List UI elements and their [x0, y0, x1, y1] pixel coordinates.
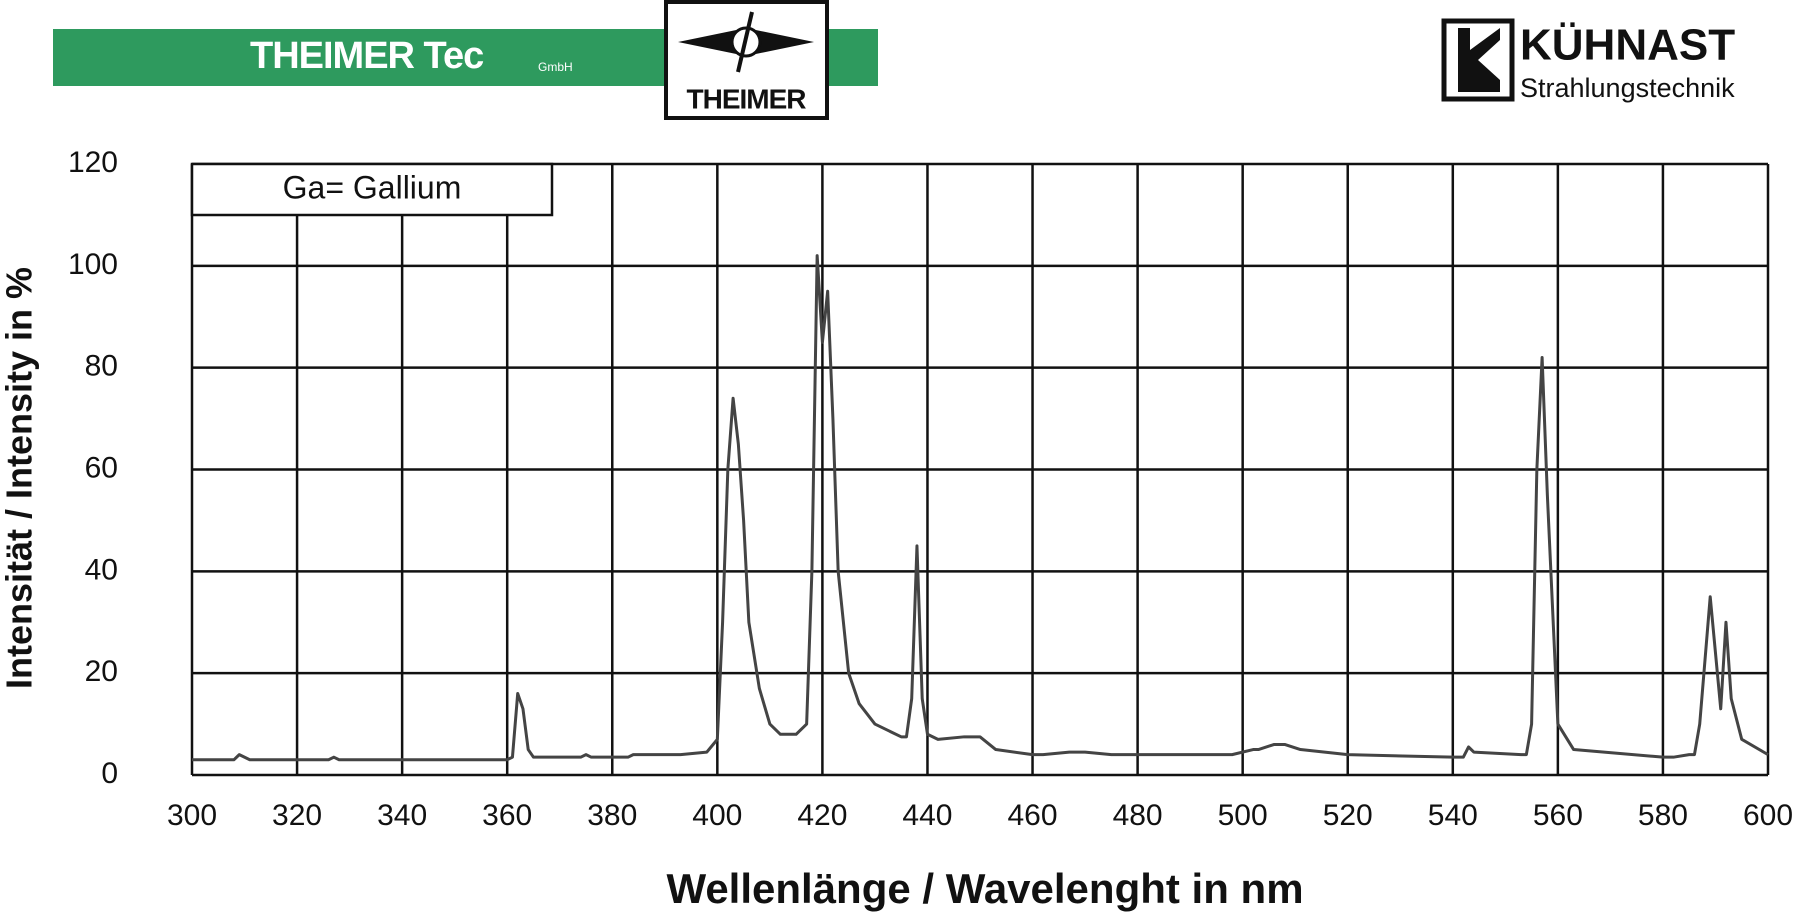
y-tick-label: 60 [85, 451, 118, 484]
x-tick-label: 420 [797, 799, 847, 832]
x-tick-label: 440 [902, 799, 952, 832]
y-tick-label: 120 [68, 146, 118, 179]
x-tick-label: 520 [1323, 799, 1373, 832]
y-tick-label: 100 [68, 248, 118, 281]
x-tick-label: 540 [1428, 799, 1478, 832]
partner-emblem [1458, 28, 1500, 92]
brand: THEIMER Tec [250, 35, 484, 77]
partner-subtitle: Strahlungstechnik [1520, 73, 1735, 103]
logo-emblem [678, 11, 814, 73]
x-tick-label: 580 [1638, 799, 1688, 832]
logo-text: THEIMER [687, 83, 807, 114]
x-tick-label: 400 [692, 799, 742, 832]
x-tick-label: 480 [1113, 799, 1163, 832]
x-tick-label: 360 [482, 799, 532, 832]
logo-box [664, 0, 829, 120]
x-tick-label: 380 [587, 799, 637, 832]
x-tick-label: 340 [377, 799, 427, 832]
partner-name: KÜHNAST [1520, 21, 1735, 70]
x-tick-label: 320 [272, 799, 322, 832]
annotation: Ga= Gallium [283, 169, 462, 205]
y-tick-label: 0 [101, 757, 118, 790]
x-axis-title: Wellenlänge / Wavelenght in nm [666, 865, 1303, 912]
x-tick-label: 560 [1533, 799, 1583, 832]
y-tick-label: 80 [85, 350, 118, 383]
brand-suffix: GmbH [538, 60, 573, 74]
y-tick-label: 40 [85, 553, 118, 586]
y-tick-label: 20 [85, 655, 118, 688]
x-tick-label: 460 [1008, 799, 1058, 832]
x-tick-label: 300 [167, 799, 217, 832]
annotation-box [190, 162, 554, 217]
x-tick-label: 500 [1218, 799, 1268, 832]
data-line [192, 254, 1769, 762]
y-axis-title: Intensität / Intensity in % [0, 267, 40, 689]
x-tick-label: 600 [1743, 799, 1793, 832]
